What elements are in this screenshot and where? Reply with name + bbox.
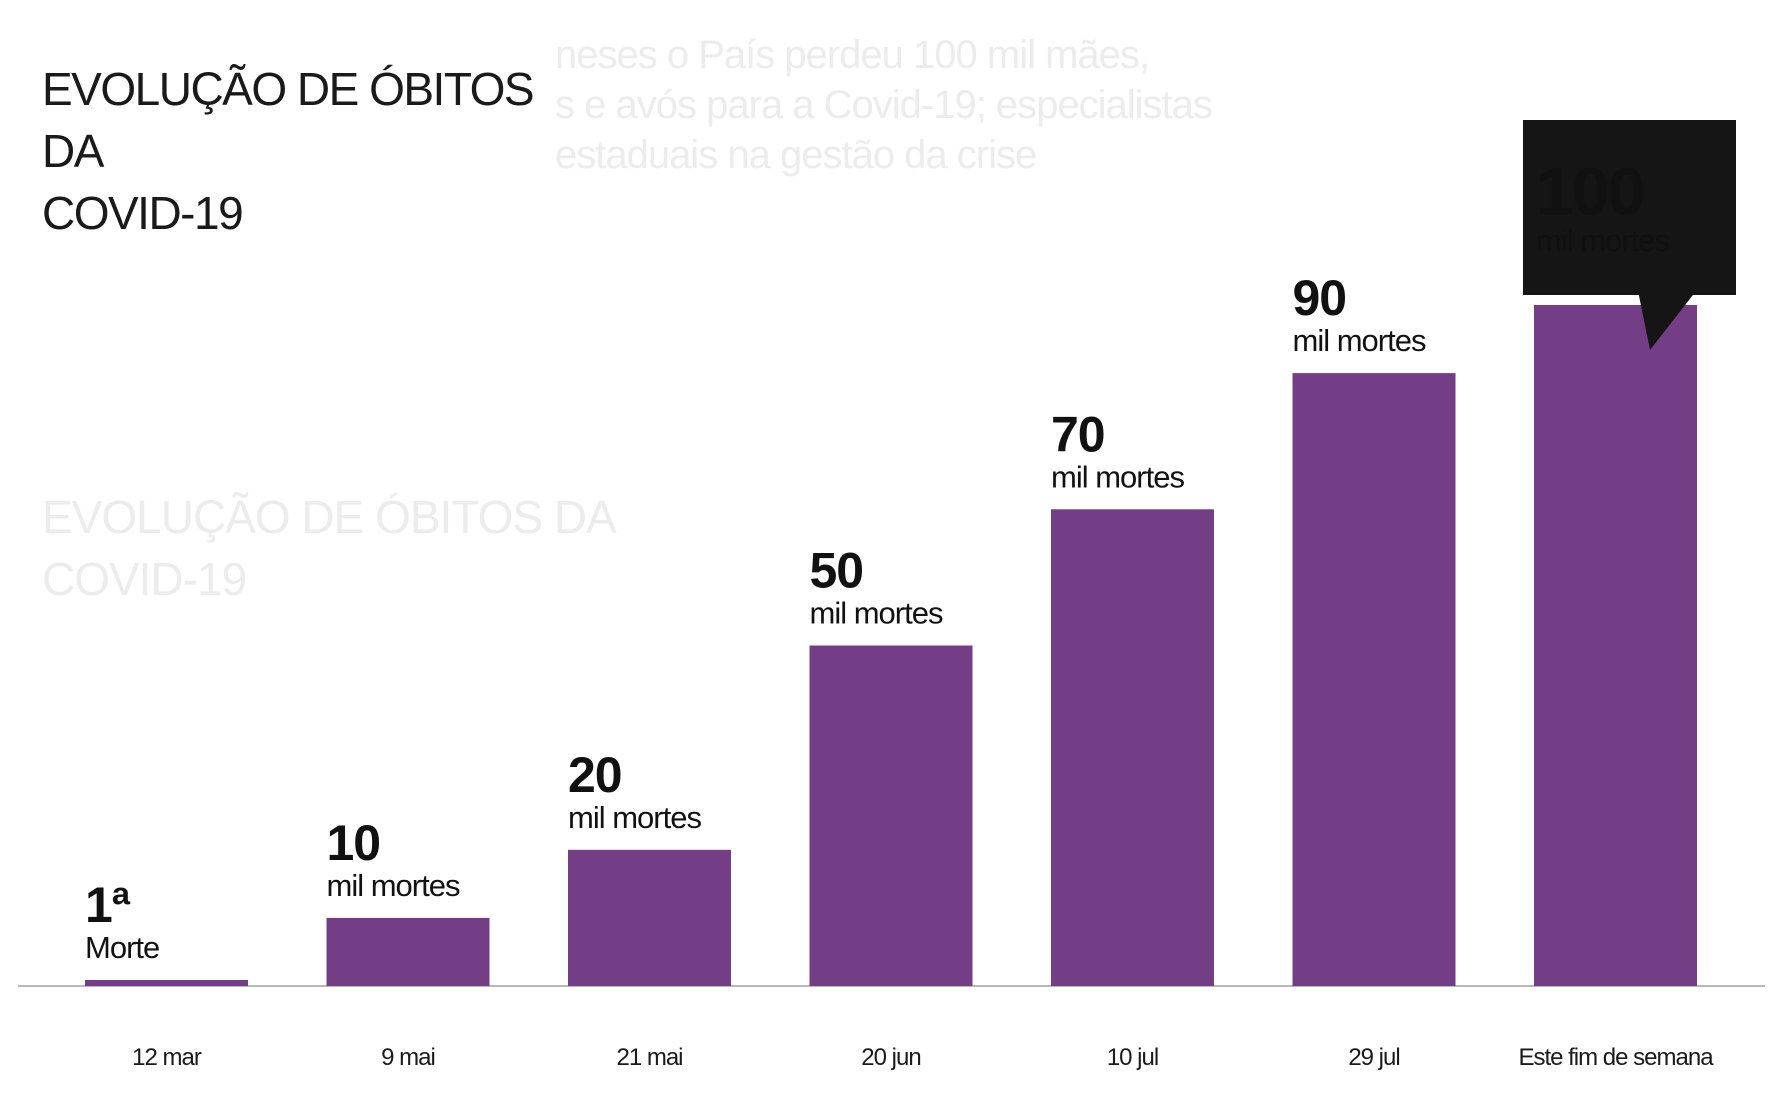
bar-6 bbox=[1292, 373, 1456, 987]
chart-title-line: COVID-19 bbox=[42, 187, 244, 239]
data-label-value: 20 bbox=[568, 747, 622, 803]
background-article-text: neses o País perdeu 100 mil mães, s e av… bbox=[555, 30, 1213, 180]
bar-1 bbox=[85, 980, 248, 986]
data-label-value: 10 bbox=[327, 815, 381, 871]
data-label-unit: Morte bbox=[85, 930, 159, 965]
bar-7 bbox=[1534, 305, 1697, 986]
x-tick-label: 29 jul bbox=[1348, 1044, 1399, 1071]
background-title-echo: EVOLUÇÃO DE ÓBITOS DA COVID-19 bbox=[42, 486, 617, 610]
callout-box bbox=[1523, 120, 1736, 295]
data-label-value: 50 bbox=[810, 543, 864, 599]
data-label-unit: mil mortes bbox=[327, 868, 460, 903]
data-label-value: 70 bbox=[1051, 406, 1105, 462]
data-label-value: 90 bbox=[1293, 270, 1347, 326]
data-label-unit: mil mortes bbox=[1293, 323, 1426, 358]
x-tick-label: 9 mai bbox=[381, 1044, 435, 1071]
x-tick-label: 20 jun bbox=[861, 1044, 920, 1071]
x-tick-label: 21 mai bbox=[616, 1044, 682, 1071]
callout-pointer bbox=[1638, 291, 1696, 350]
background-title-line: COVID-19 bbox=[42, 553, 247, 605]
bar-2 bbox=[326, 917, 490, 986]
x-tick-label: Este fim de semana bbox=[1518, 1044, 1714, 1071]
bar-3 bbox=[568, 849, 731, 986]
background-text-line: estaduais na gestão da crise bbox=[555, 133, 1037, 177]
x-tick-label: 10 jul bbox=[1107, 1044, 1158, 1071]
data-label-value: 1ª bbox=[85, 877, 131, 933]
background-text-line: s e avós para a Covid-19; especialistas bbox=[555, 83, 1213, 127]
background-text-line: neses o País perdeu 100 mil mães, bbox=[555, 33, 1150, 77]
data-label-unit: mil mortes bbox=[1536, 223, 1669, 258]
bar-5 bbox=[1051, 509, 1214, 986]
data-label-unit: mil mortes bbox=[568, 800, 701, 835]
chart-title: EVOLUÇÃO DE ÓBITOS DA COVID-19 bbox=[42, 58, 602, 244]
data-label-unit: mil mortes bbox=[1051, 459, 1184, 494]
data-label-value: 100 bbox=[1536, 154, 1644, 230]
bar-4 bbox=[809, 645, 973, 986]
chart-title-line: EVOLUÇÃO DE ÓBITOS DA bbox=[42, 63, 535, 177]
x-tick-label: 12 mar bbox=[132, 1044, 202, 1071]
background-title-line: EVOLUÇÃO DE ÓBITOS DA bbox=[42, 491, 617, 543]
data-label-unit: mil mortes bbox=[810, 596, 943, 631]
